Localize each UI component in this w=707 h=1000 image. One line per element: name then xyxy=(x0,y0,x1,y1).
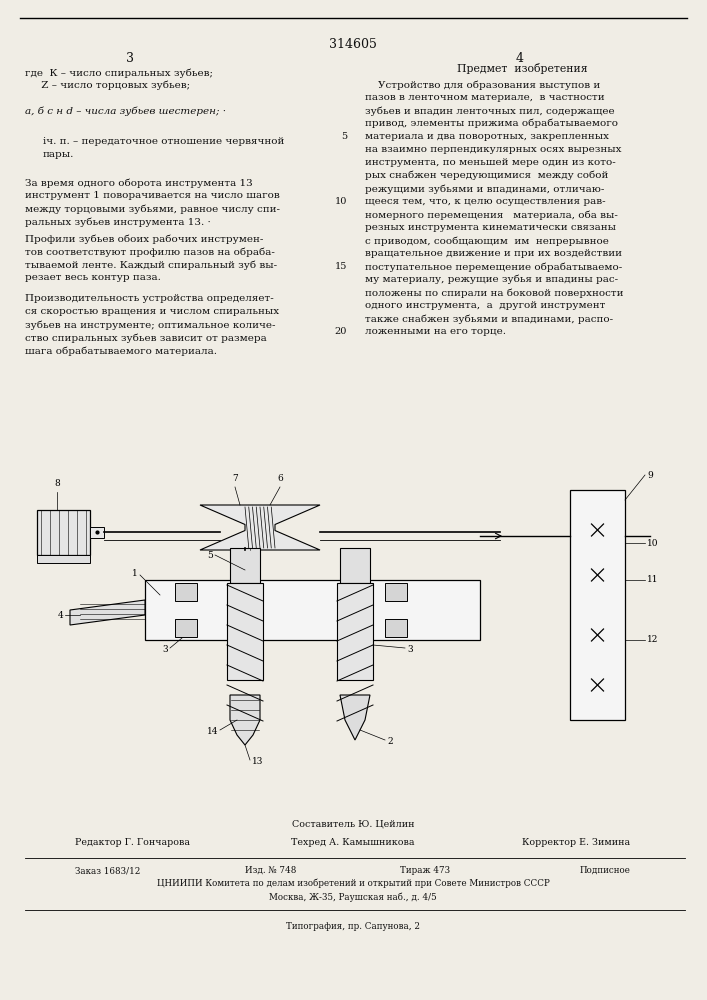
Text: пары.: пары. xyxy=(43,150,74,159)
Text: также снабжен зубьями и впадинами, распо-: также снабжен зубьями и впадинами, распо… xyxy=(365,314,613,324)
Text: Предмет  изобретения: Предмет изобретения xyxy=(457,63,588,74)
Text: 4: 4 xyxy=(57,610,63,619)
Bar xyxy=(385,583,407,601)
Text: 3: 3 xyxy=(126,52,134,65)
Text: ся скоростью вращения и числом спиральных: ся скоростью вращения и числом спиральны… xyxy=(25,307,279,316)
Text: Подписное: Подписное xyxy=(579,866,630,875)
Polygon shape xyxy=(200,505,320,550)
Text: 6: 6 xyxy=(277,474,283,483)
Polygon shape xyxy=(70,600,145,625)
Text: материала и два поворотных, закрепленных: материала и два поворотных, закрепленных xyxy=(365,132,609,141)
Text: 4: 4 xyxy=(516,52,524,65)
Text: резных инструмента кинематически связаны: резных инструмента кинематически связаны xyxy=(365,223,616,232)
Text: 10: 10 xyxy=(334,197,347,206)
Text: номерного перемещения   материала, оба вы-: номерного перемещения материала, оба вы- xyxy=(365,210,618,220)
Text: пазов в ленточном материале,  в частности: пазов в ленточном материале, в частности xyxy=(365,93,604,102)
Text: ЦНИИПИ Комитета по делам изобретений и открытий при Совете Министров СССР: ЦНИИПИ Комитета по делам изобретений и о… xyxy=(157,879,549,888)
Bar xyxy=(230,548,260,583)
Text: Устройство для образования выступов и: Устройство для образования выступов и xyxy=(365,80,600,90)
Text: с приводом, сообщающим  им  непрерывное: с приводом, сообщающим им непрерывное xyxy=(365,236,609,245)
Text: 20: 20 xyxy=(334,327,347,336)
Text: iч. п. – передаточное отношение червячной: iч. п. – передаточное отношение червячно… xyxy=(43,137,284,146)
Polygon shape xyxy=(337,583,373,680)
Text: положены по спирали на боковой поверхности: положены по спирали на боковой поверхнос… xyxy=(365,288,624,298)
Text: Типография, пр. Сапунова, 2: Типография, пр. Сапунова, 2 xyxy=(286,922,420,931)
Bar xyxy=(385,619,407,637)
Text: зубьев и впадин ленточных пил, содержащее: зубьев и впадин ленточных пил, содержаще… xyxy=(365,106,614,115)
Bar xyxy=(145,580,480,640)
Text: 314605: 314605 xyxy=(329,38,377,51)
Polygon shape xyxy=(227,583,263,680)
Text: 15: 15 xyxy=(334,262,347,271)
Text: ложенными на его торце.: ложенными на его торце. xyxy=(365,327,506,336)
Text: ральных зубьев инструмента 13. ·: ральных зубьев инструмента 13. · xyxy=(25,218,211,227)
Text: 1: 1 xyxy=(132,568,138,578)
Text: вращательное движение и при их воздействии: вращательное движение и при их воздейств… xyxy=(365,249,622,258)
Text: между торцовыми зубьями, равное числу спи-: между торцовыми зубьями, равное числу сп… xyxy=(25,205,280,214)
Text: а, б c н d – числа зубьев шестерен; ·: а, б c н d – числа зубьев шестерен; · xyxy=(25,107,226,116)
Text: 11: 11 xyxy=(647,576,658,584)
Text: Составитель Ю. Цейлин: Составитель Ю. Цейлин xyxy=(292,820,414,829)
Text: 9: 9 xyxy=(647,471,653,480)
Text: инструмент 1 поворачивается на число шагов: инструмент 1 поворачивается на число шаг… xyxy=(25,192,280,200)
Text: Профили зубьев обоих рабочих инструмен-: Профили зубьев обоих рабочих инструмен- xyxy=(25,234,264,244)
Text: Заказ 1683/12: Заказ 1683/12 xyxy=(75,866,141,875)
Bar xyxy=(90,527,104,538)
Text: Изд. № 748: Изд. № 748 xyxy=(245,866,296,875)
Text: инструмента, по меньшей мере один из кото-: инструмента, по меньшей мере один из кот… xyxy=(365,158,616,167)
Text: За время одного оборота инструмента 13: За время одного оборота инструмента 13 xyxy=(25,178,252,188)
Text: поступательное перемещение обрабатываемо-: поступательное перемещение обрабатываемо… xyxy=(365,262,622,271)
Text: 8: 8 xyxy=(54,479,60,488)
Text: Корректор Е. Зимина: Корректор Е. Зимина xyxy=(522,838,630,847)
Text: 2: 2 xyxy=(387,738,392,746)
Polygon shape xyxy=(230,695,260,745)
Text: шага обрабатываемого материала.: шага обрабатываемого материала. xyxy=(25,346,217,356)
Text: привод, элементы прижима обрабатываемого: привод, элементы прижима обрабатываемого xyxy=(365,119,618,128)
Text: 12: 12 xyxy=(647,636,658,645)
Bar xyxy=(37,555,90,563)
Bar xyxy=(37,510,90,555)
Text: тываемой ленте. Каждый спиральный зуб вы-: тываемой ленте. Каждый спиральный зуб вы… xyxy=(25,260,277,270)
Text: 5: 5 xyxy=(207,550,213,560)
Bar xyxy=(570,490,625,720)
Text: Москва, Ж-35, Раушская наб., д. 4/5: Москва, Ж-35, Раушская наб., д. 4/5 xyxy=(269,892,437,902)
Text: Тираж 473: Тираж 473 xyxy=(400,866,450,875)
Text: где  К – число спиральных зубьев;: где К – число спиральных зубьев; xyxy=(25,68,213,78)
Text: 5: 5 xyxy=(341,132,347,141)
Text: 10: 10 xyxy=(647,538,658,548)
Text: ство спиральных зубьев зависит от размера: ство спиральных зубьев зависит от размер… xyxy=(25,333,267,343)
Text: тов соответствуют профилю пазов на обраба-: тов соответствуют профилю пазов на обраб… xyxy=(25,247,275,257)
Text: Z – число торцовых зубьев;: Z – число торцовых зубьев; xyxy=(25,81,190,91)
Bar xyxy=(340,548,370,583)
Text: Редактор Г. Гончарова: Редактор Г. Гончарова xyxy=(75,838,190,847)
Text: 3: 3 xyxy=(407,646,413,654)
Text: Производительность устройства определяет-: Производительность устройства определяет… xyxy=(25,294,274,303)
Text: 3: 3 xyxy=(163,646,168,654)
Bar xyxy=(175,583,197,601)
Polygon shape xyxy=(340,695,370,740)
Text: 13: 13 xyxy=(252,758,264,766)
Text: резает весь контур паза.: резает весь контур паза. xyxy=(25,273,161,282)
Text: на взаимно перпендикулярных осях вырезных: на взаимно перпендикулярных осях вырезны… xyxy=(365,145,621,154)
Bar xyxy=(175,619,197,637)
Text: одного инструмента,  а  другой инструмент: одного инструмента, а другой инструмент xyxy=(365,301,605,310)
Text: му материалу, режущие зубья и впадины рас-: му материалу, режущие зубья и впадины ра… xyxy=(365,275,618,284)
Text: щееся тем, что, к целю осуществления рав-: щееся тем, что, к целю осуществления рав… xyxy=(365,197,606,206)
Text: Техред А. Камышникова: Техред А. Камышникова xyxy=(291,838,415,847)
Text: зубьев на инструменте; оптимальное количе-: зубьев на инструменте; оптимальное колич… xyxy=(25,320,276,330)
Text: 14: 14 xyxy=(206,728,218,736)
Text: 7: 7 xyxy=(232,474,238,483)
Text: рых снабжен чередующимися  между собой: рых снабжен чередующимися между собой xyxy=(365,171,609,180)
Text: режущими зубьями и впадинами, отличаю-: режущими зубьями и впадинами, отличаю- xyxy=(365,184,604,194)
